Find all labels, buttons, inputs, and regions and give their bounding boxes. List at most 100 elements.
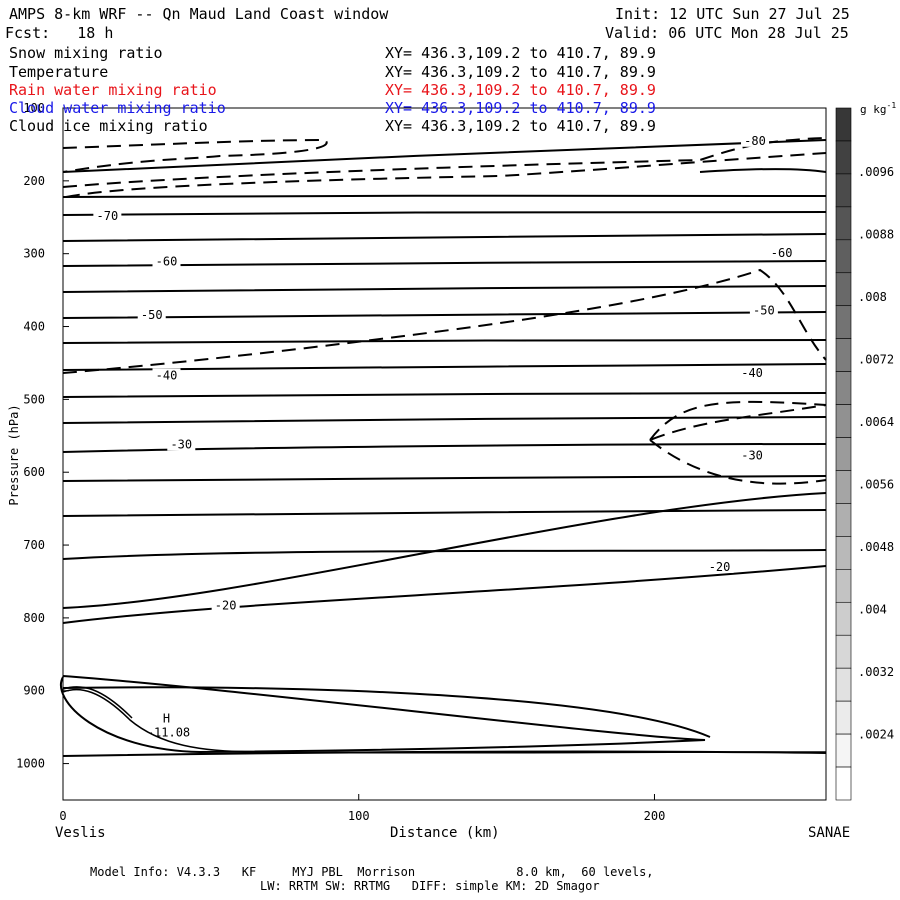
colorbar-band bbox=[835, 536, 852, 570]
colorbar-level-label: .0096 bbox=[858, 165, 894, 179]
colorbar-unit: g kg-1 bbox=[860, 101, 896, 116]
colorbar-level-label: .0048 bbox=[858, 540, 894, 554]
y-tick-label-300: 300 bbox=[23, 247, 45, 261]
field-xy-cloud-ice: XY= 436.3,109.2 to 410.7, 89.9 bbox=[385, 117, 656, 135]
temperature-contour-line bbox=[62, 492, 827, 609]
contour-label-bg bbox=[738, 448, 767, 462]
contour-label-bg bbox=[749, 303, 778, 317]
contour-labels: -80 -70 -60 -60 -50 -50 -40 -40 -30 -30 -20 -20 H-11… bbox=[93, 133, 796, 739]
colorbar-band bbox=[835, 272, 852, 307]
colorbar-level-label: .0088 bbox=[858, 228, 894, 242]
colorbar-band bbox=[835, 338, 852, 372]
temperature-contours bbox=[60, 139, 827, 757]
colorbar-band bbox=[835, 140, 852, 175]
colorbar-band bbox=[835, 437, 852, 471]
colorbar-band bbox=[835, 305, 852, 339]
colorbar-level-label: .004 bbox=[858, 603, 887, 617]
snow-mixing-ratio-contour-line bbox=[649, 400, 827, 441]
temperature-contour-line bbox=[62, 194, 827, 198]
valid-time: Valid: 06 UTC Mon 28 Jul 25 bbox=[605, 24, 849, 42]
temperature-contour-line bbox=[62, 392, 827, 398]
field-xy-snow: XY= 436.3,109.2 to 410.7, 89.9 bbox=[385, 44, 656, 62]
snow-mixing-ratio-contour-line bbox=[65, 152, 827, 198]
y-tick-labels: 100 200 300 400 500 600 700 800 900 1000 bbox=[16, 101, 45, 771]
x-tick-labels: 0 100 200 bbox=[59, 809, 665, 823]
model-info-line-2: LW: RRTM SW: RRTMG DIFF: simple KM: 2D S… bbox=[260, 879, 600, 893]
colorbar-band bbox=[835, 667, 852, 702]
contour-label: -30 bbox=[170, 438, 192, 452]
field-xy-temperature: XY= 436.3,109.2 to 410.7, 89.9 bbox=[385, 63, 656, 81]
colorbar-band bbox=[835, 601, 852, 636]
snow-mixing-ratio-contour-line bbox=[649, 439, 827, 485]
temperature-contour-line bbox=[62, 139, 827, 173]
colorbar-level-label: .0056 bbox=[858, 478, 894, 492]
contour-label: -60 bbox=[156, 255, 178, 269]
temperature-contour-line bbox=[62, 686, 711, 738]
field-xy-cloud-water: XY= 436.3,109.2 to 410.7, 89.9 bbox=[385, 99, 656, 117]
y-tick-label-100: 100 bbox=[23, 101, 45, 115]
contour-label: -70 bbox=[97, 209, 119, 223]
contour-label-bg bbox=[167, 437, 196, 451]
temperature-contour-line bbox=[62, 509, 827, 517]
contour-label-bg bbox=[741, 133, 770, 147]
temperature-contour-line bbox=[60, 675, 706, 754]
y-tick-label-200: 200 bbox=[23, 174, 45, 188]
x-tick-label-0: 0 bbox=[59, 809, 66, 823]
right-endpoint-label: SANAE bbox=[808, 825, 851, 841]
contour-label: -50 bbox=[753, 304, 775, 318]
left-endpoint-label: Veslis bbox=[55, 825, 106, 841]
colorbar-band bbox=[835, 503, 852, 537]
colorbar-band bbox=[835, 404, 852, 438]
colorbar-level-label: .008 bbox=[858, 290, 887, 304]
colorbar-band bbox=[835, 239, 852, 274]
init-time: Init: 12 UTC Sun 27 Jul 25 bbox=[615, 5, 850, 23]
contour-label-bg bbox=[137, 307, 166, 321]
contour-label: -50 bbox=[141, 308, 163, 322]
colorbar bbox=[835, 107, 852, 801]
terrain-outline-inner bbox=[62, 686, 133, 719]
colorbar-level-label: .0032 bbox=[858, 665, 894, 679]
colorbar-band bbox=[835, 569, 852, 603]
contour-label: -40 bbox=[741, 366, 763, 380]
y-tick-label-600: 600 bbox=[23, 465, 45, 479]
x-axis-title: Distance (km) bbox=[390, 825, 500, 841]
y-tick-label-700: 700 bbox=[23, 538, 45, 552]
temperature-contour-line bbox=[62, 285, 827, 293]
colorbar-band bbox=[835, 173, 852, 208]
colorbar-level-label: .0064 bbox=[858, 415, 894, 429]
contour-label-bg bbox=[152, 254, 181, 268]
contour-label: -20 bbox=[215, 599, 237, 613]
snow-mixing-ratio-contour-line bbox=[62, 138, 328, 173]
contour-label-bg bbox=[738, 366, 767, 380]
field-name-cloud-water: Cloud water mixing ratio bbox=[9, 99, 226, 117]
temperature-contour-line bbox=[62, 443, 827, 453]
contour-label-bg bbox=[705, 559, 734, 573]
temperature-contour-line bbox=[62, 565, 827, 624]
high-marker: H bbox=[163, 711, 170, 725]
temperature-contour-line bbox=[62, 549, 827, 560]
colorbar-band bbox=[835, 206, 852, 241]
contour-label: -20 bbox=[709, 560, 731, 574]
temperature-contour-line bbox=[62, 311, 827, 319]
field-xy-rain: XY= 436.3,109.2 to 410.7, 89.9 bbox=[385, 81, 656, 99]
contour-label: -80 bbox=[744, 134, 766, 148]
contour-label-bg bbox=[93, 208, 122, 222]
contour-label-bg bbox=[767, 245, 796, 259]
field-name-temperature: Temperature bbox=[9, 63, 109, 81]
forecast-hour: Fcst: 18 h bbox=[5, 24, 114, 42]
terrain-outline bbox=[62, 688, 827, 754]
contour-label: -60 bbox=[771, 246, 793, 260]
colorbar-level-label: .0072 bbox=[858, 353, 894, 367]
plot-frame bbox=[62, 107, 827, 801]
colorbar-labels: .0096 .0088 .008 .0072 .0064 .0056 .0048 .004 .0… bbox=[858, 165, 894, 742]
snow-mixing-ratio-contours bbox=[62, 137, 827, 485]
y-tick-label-400: 400 bbox=[23, 320, 45, 334]
x-tick-label-200: 200 bbox=[644, 809, 666, 823]
y-tick-label-800: 800 bbox=[23, 611, 45, 625]
colorbar-band bbox=[835, 634, 852, 669]
contour-label-bg bbox=[152, 368, 181, 382]
temperature-contour-line bbox=[699, 168, 827, 173]
model-info-line-1: Model Info: V4.3.3 KF MYJ PBL Morrison 8… bbox=[90, 865, 654, 879]
colorbar-band bbox=[835, 470, 852, 504]
